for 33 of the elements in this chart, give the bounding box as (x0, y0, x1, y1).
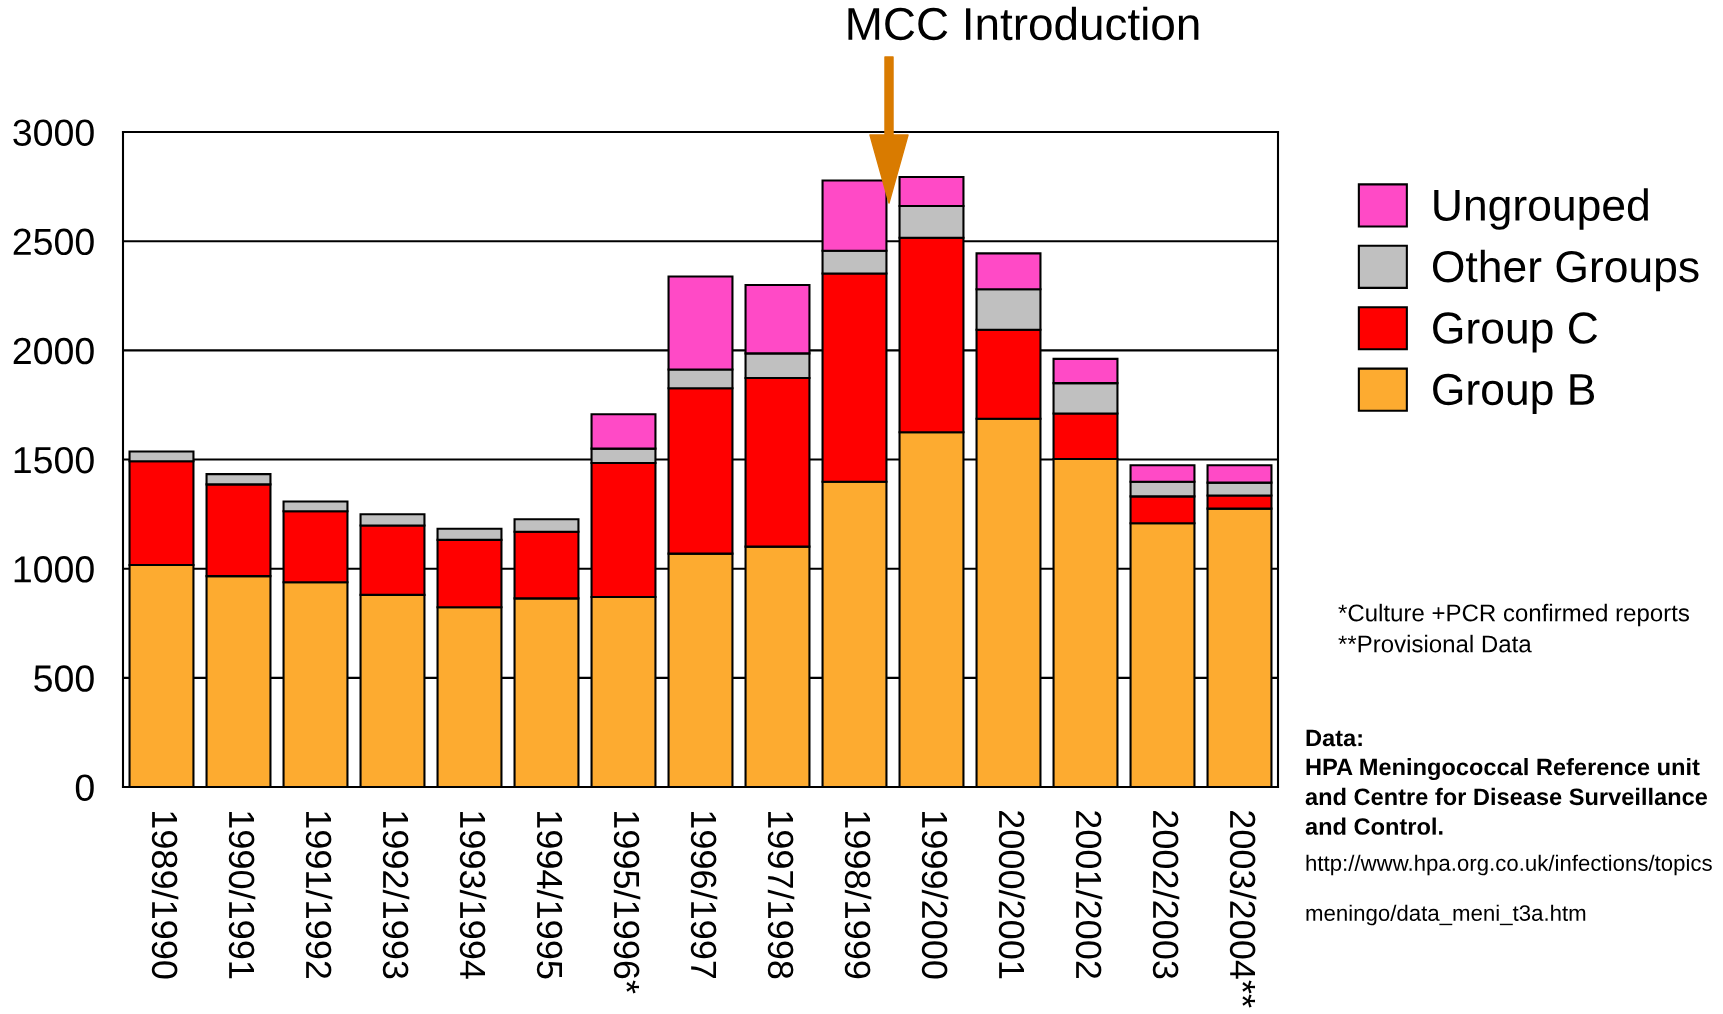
text: Data: (1306, 729, 1362, 747)
text: meningo/data_meni_t3a.htm (1306, 904, 1586, 926)
x-tick-label: 1997/1998 (767, 811, 795, 979)
x-tick-label: 1998/1999 (844, 811, 872, 979)
legend-label: Other Groups (1432, 249, 1699, 292)
legend-label: Group C (1433, 312, 1598, 353)
x-tick-label: 2003/2004** (1229, 811, 1257, 1008)
x-tick-label: 1993/1994 (459, 811, 487, 979)
y-tick-label: 2500 (13, 228, 94, 256)
y-tick-label: 2000 (13, 337, 94, 365)
x-tick-label: 1994/1995 (536, 811, 564, 979)
x-tick-label: 2001/2002 (1075, 811, 1103, 979)
legend-label: Ungrouped (1434, 188, 1648, 230)
text: MCC Introduction (848, 6, 1199, 41)
y-tick-label: 1500 (14, 446, 94, 474)
y-tick-label: 1000 (14, 556, 94, 583)
x-tick-label: 1989/1990 (151, 811, 179, 979)
y-tick-label: 3000 (13, 119, 94, 146)
x-tick-label: 1996/1997 (690, 811, 718, 979)
text: **Provisional Data (1338, 634, 1532, 653)
x-tick-label: 1995/1996* (613, 811, 641, 994)
text: http://www.hpa.org.co.uk/infections/topics (1306, 854, 1712, 876)
x-tick-label: 1991/1992 (305, 811, 333, 979)
text: HPA Meningococcal Reference unit and Centre for Disease Surveillance and Control. (1305, 758, 1708, 835)
legend-label: Group B (1433, 373, 1595, 414)
x-tick-label: 2000/2001 (998, 811, 1026, 979)
text: *Culture +PCR confirmed reports (1338, 603, 1690, 627)
x-tick-label: 1999/2000 (921, 811, 949, 979)
y-tick-label: 500 (34, 665, 94, 692)
x-tick-label: 2002/2003 (1152, 811, 1180, 979)
x-tick-label: 1992/1993 (382, 811, 410, 979)
y-tick-label: 0 (75, 774, 94, 801)
x-tick-label: 1990/1991 (228, 811, 256, 979)
